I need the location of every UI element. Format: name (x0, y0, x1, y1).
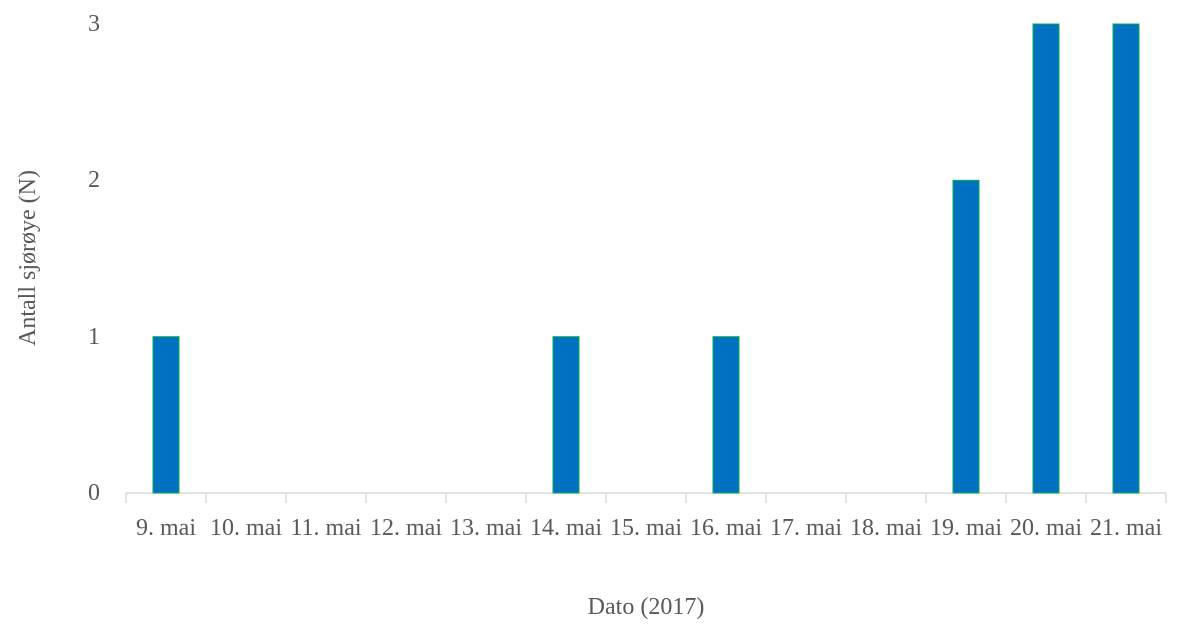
x-tick-label: 19. mai (930, 515, 1002, 541)
bar (952, 179, 980, 494)
bar (552, 336, 580, 494)
bar (712, 336, 740, 494)
x-tick-label: 9. mai (136, 515, 196, 541)
x-tick-label: 20. mai (1010, 515, 1082, 541)
x-tick-label: 12. mai (370, 515, 442, 541)
x-tick-label: 14. mai (530, 515, 602, 541)
x-tick-label: 16. mai (690, 515, 762, 541)
bar (1032, 23, 1060, 494)
x-tick-label: 13. mai (450, 515, 522, 541)
x-tick-label: 15. mai (610, 515, 682, 541)
y-tick-label: 0 (88, 480, 100, 506)
y-tick-label: 3 (88, 11, 100, 37)
x-tick-label: 17. mai (770, 515, 842, 541)
bar (152, 336, 180, 494)
x-axis-title: Dato (2017) (587, 594, 705, 620)
x-tick-label: 11. mai (290, 515, 362, 541)
y-tick-label: 2 (88, 167, 100, 194)
x-tick-label: 21. mai (1090, 515, 1162, 541)
bar (1112, 23, 1140, 494)
x-tick-label: 18. mai (850, 515, 922, 541)
y-tick-label: 1 (88, 323, 100, 350)
x-tick-label: 10. mai (210, 515, 282, 541)
y-axis-title: Antall sjørøye (N) (15, 170, 41, 346)
